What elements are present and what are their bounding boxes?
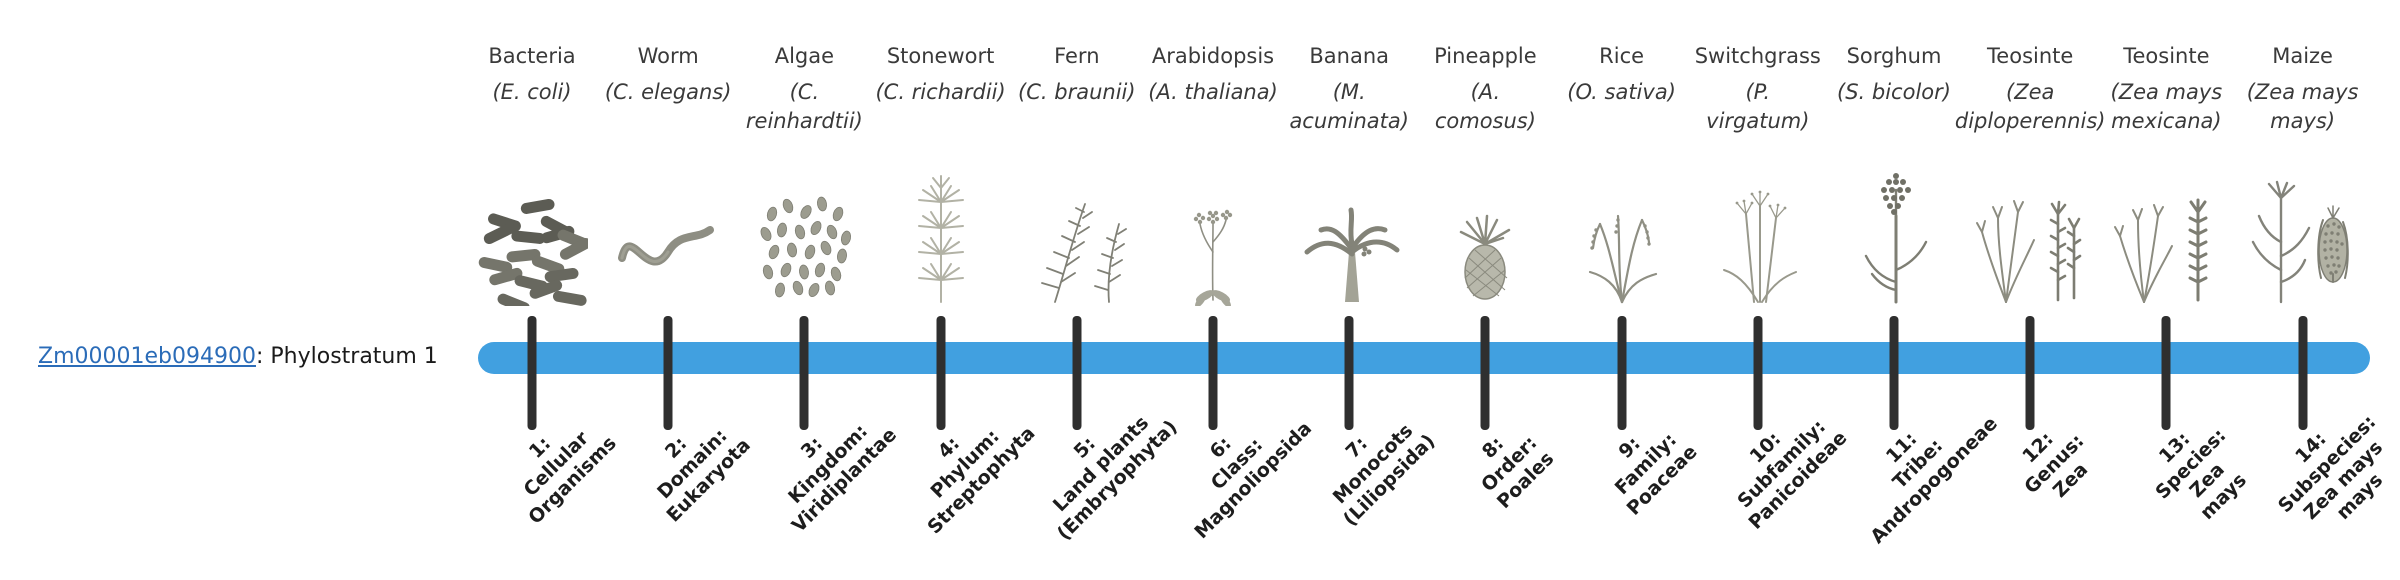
pineapple-icon: [1415, 146, 1555, 306]
phylostratum-tick: [936, 316, 946, 430]
phylostratum-tick: [1889, 316, 1899, 430]
organism-scientific-name: (O. sativa): [1567, 80, 1676, 104]
phylostratum-tick: [1344, 316, 1354, 430]
teosinte-diploperennis-icon: [1960, 146, 2100, 306]
phylostratum-tick: [2161, 316, 2171, 430]
teosinte-mexicana-icon: [2096, 146, 2236, 306]
organism-scientific-name: (Zea mays mexicana): [2110, 80, 2223, 133]
organism-scientific-name: (A. comosus): [1434, 80, 1536, 133]
arabidopsis-icon: [1143, 146, 1283, 306]
phylostratum-tick: [663, 316, 673, 430]
organism-scientific-name: (C. elegans): [604, 80, 732, 104]
algae-icon: [734, 146, 874, 306]
organism-common-name: Algae: [774, 44, 835, 68]
fern-icon: [1007, 146, 1147, 306]
organism-scientific-name: (C. reinhardtii): [745, 80, 863, 133]
phylostratum-tick: [527, 316, 537, 430]
phylostratum-column: Switchgrass (P. virgatum) 10: Subfamily:…: [1608, 0, 1908, 580]
phylostratum-tick: [2025, 316, 2035, 430]
phylostratum-tick: [1208, 316, 1218, 430]
organism-scientific-name: (C. richardii): [875, 80, 1006, 104]
organism-scientific-name: (P. virgatum): [1706, 80, 1810, 133]
phylostratum-column: Bacteria (E. coli) 1: Cellular Organisms: [382, 0, 682, 580]
stonewort-icon: [871, 146, 1011, 306]
organism-scientific-name: (A. thaliana): [1148, 80, 1278, 104]
phylostratum-stage-label: 14: Subspecies: Zea mays mays: [2273, 410, 2387, 525]
organism-common-name: Teosinte: [1987, 44, 2074, 68]
organism-common-name: Rice: [1599, 44, 1645, 68]
phylostratum-column: Maize (Zea mays mays) 14: Subspecies: Ze…: [2153, 0, 2400, 580]
organism-common-name: Arabidopsis: [1151, 44, 1275, 68]
organism-common-name: Stonewort: [886, 44, 995, 68]
organism-common-name: Pineapple: [1434, 44, 1537, 68]
organism-scientific-name: (S. bicolor): [1837, 80, 1951, 104]
organism-common-name: Banana: [1309, 44, 1389, 68]
organism-common-name: Fern: [1054, 44, 1100, 68]
phylostratum-bar: [478, 342, 2370, 374]
phylostratum-column: Stonewort (C. richardii) 4: Phylum: Stre…: [791, 0, 1091, 580]
gene-phylostratum-text: : Phylostratum 1: [255, 344, 438, 369]
organism-scientific-name: (Zea diploperennis): [1954, 80, 2106, 133]
phylostratum-column: Teosinte (Zea mays mexicana) 13: Species…: [2016, 0, 2316, 580]
phylostratum-tick: [1072, 316, 1082, 430]
phylostratum-tick: [1480, 316, 1490, 430]
organism-scientific-name: (C. braunii): [1018, 80, 1136, 104]
gene-label: Zm00001eb094900: Phylostratum 1: [38, 344, 438, 369]
phylostratum-column: Banana (M. acuminata) 7: Monocots (Lilio…: [1199, 0, 1499, 580]
gene-id-link[interactable]: Zm00001eb094900: [38, 344, 256, 369]
organism-common-name: Switchgrass: [1694, 44, 1821, 68]
phylostratum-column: Rice (O. sativa) 9: Family: Poaceae: [1472, 0, 1772, 580]
phylostratum-column: Pineapple (A. comosus) 8: Order: Poales: [1335, 0, 1635, 580]
organism-scientific-name: (Zea mays mays): [2246, 80, 2359, 133]
organism-scientific-name: (M. acuminata): [1289, 80, 1409, 133]
organism-common-name: Bacteria: [488, 44, 576, 68]
switchgrass-icon: [1688, 146, 1828, 306]
phylostratum-tick: [2298, 316, 2308, 430]
rice-icon: [1552, 146, 1692, 306]
phylostratum-tick: [1753, 316, 1763, 430]
phylostratum-column: Algae (C. reinhardtii) 3: Kingdom: Virid…: [654, 0, 954, 580]
bacteria-icon: [462, 146, 602, 306]
phylostratum-column: Fern (C. braunii) 5: Land plants (Embryo…: [927, 0, 1227, 580]
banana-icon: [1279, 146, 1419, 306]
stage-label-wrap: 14: Subspecies: Zea mays mays: [2153, 411, 2400, 532]
sorghum-icon: [1824, 146, 1964, 306]
phylostratum-column: Sorghum (S. bicolor) 11: Tribe: Andropog…: [1744, 0, 2044, 580]
organism-scientific-name: (E. coli): [492, 80, 572, 104]
organism-common-name: Maize: [2272, 44, 2333, 68]
phylostratum-tick: [1617, 316, 1627, 430]
phylostratum-column: Worm (C. elegans) 2: Domain: Eukaryota: [518, 0, 818, 580]
phylostratum-column: Teosinte (Zea diploperennis) 12: Genus: …: [1880, 0, 2180, 580]
phylostratum-tick: [799, 316, 809, 430]
worm-icon: [598, 146, 738, 306]
maize-icon: [2233, 146, 2373, 306]
organism-common-name: Sorghum: [1846, 44, 1942, 68]
phylostratum-column: Arabidopsis (A. thaliana) 6: Class: Magn…: [1063, 0, 1363, 580]
organism-common-name: Worm: [637, 44, 699, 68]
organism-common-name: Teosinte: [2123, 44, 2210, 68]
